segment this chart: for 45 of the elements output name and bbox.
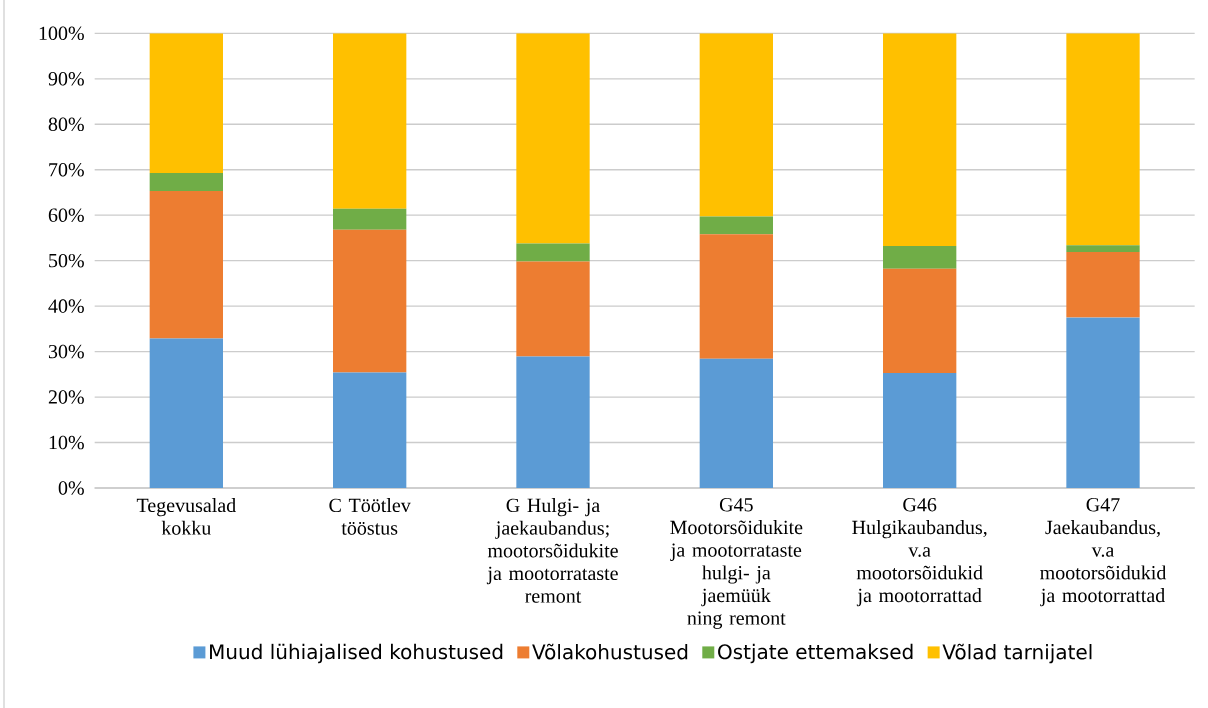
bar [149,191,223,339]
bar [699,216,773,235]
bar [883,246,957,269]
bar [699,234,773,359]
bar [1066,252,1140,318]
legend-label: Muud lühiajalised kohustused [210,643,503,664]
bar [1066,33,1140,246]
y-tick-label: 50% [49,253,84,268]
bar [516,33,590,244]
bar [149,33,223,173]
y-tick-label: 0% [58,481,84,495]
legend-label: Ostjate ettemaksed [718,643,913,664]
bar [333,208,407,230]
bar [149,338,223,488]
y-tick-label: 60% [48,208,84,222]
x-tick-label: Tegevusalad kokku [136,498,236,535]
bar [699,33,773,217]
y-tick-label: 100% [39,26,84,41]
bar [883,268,957,373]
y-tick-label: 70% [49,162,84,177]
x-tick-label: G Hulgi- ja jaekaubandus; mootorsõidukite ja mootorrataste remont [486,498,618,603]
x-tick-label: C Töötlev tööstus [329,498,411,535]
bar [516,243,590,262]
bar [1066,245,1140,253]
bar [883,33,957,247]
bar [516,356,590,488]
bar [333,33,407,209]
legend-label: Võlad tarnijatel [942,643,1092,664]
x-tick-label: G46 Hulgikaubandus, v.a mootorsõidukid ja mootorrattad [852,498,987,607]
bar [883,372,957,488]
bar [149,172,223,192]
y-tick-label: 30% [48,344,84,359]
y-tick-label: 80% [48,117,84,132]
bar [1066,317,1140,488]
x-tick-label: G45 Mootorsõidukite ja mootorrataste hulgi- ja jaemüük ning remont [670,498,803,629]
bar [333,372,407,488]
bar [516,261,590,357]
bar [333,229,407,373]
legend-label: Võlakohustused [532,643,688,660]
y-tick-label: 10% [49,435,84,450]
bar [699,358,773,488]
x-tick-label: G47 Jaekaubandus, v.a mootorsõidukid ja mootorrattad [1040,498,1167,607]
y-tick-label: 40% [48,299,84,313]
y-tick-label: 20% [48,390,84,404]
y-tick-label: 90% [48,72,84,86]
